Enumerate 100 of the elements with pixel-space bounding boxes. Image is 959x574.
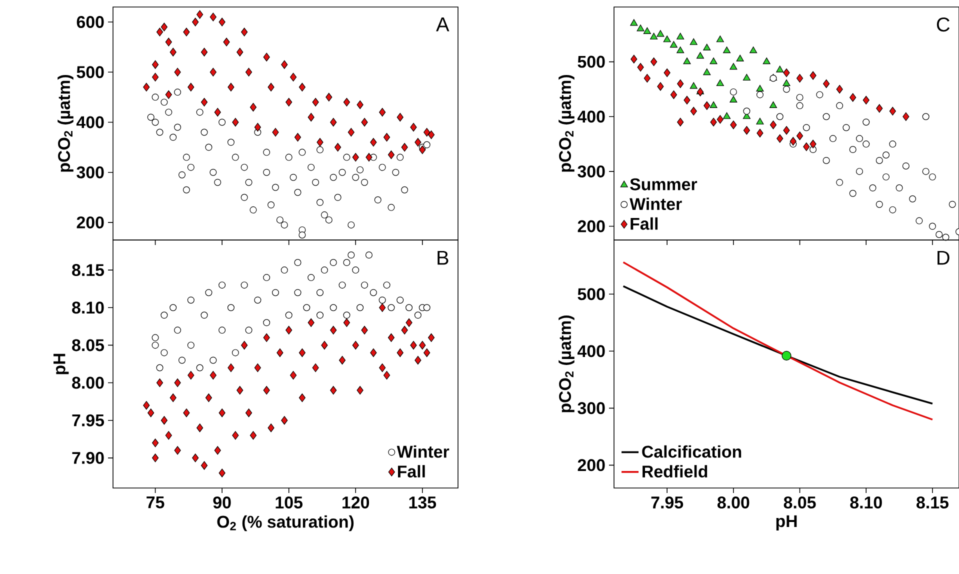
point <box>312 363 319 372</box>
point <box>677 79 684 88</box>
y-tick-label: 200 <box>76 216 104 228</box>
point <box>704 101 710 110</box>
point <box>192 454 199 462</box>
point <box>414 138 422 147</box>
point <box>783 126 790 135</box>
point <box>710 58 718 64</box>
point <box>263 386 270 395</box>
point <box>650 58 658 66</box>
point <box>770 120 777 130</box>
point <box>298 348 306 358</box>
point <box>419 340 426 350</box>
y-tick-label: 300 <box>578 165 605 178</box>
point <box>232 118 239 127</box>
line-series <box>622 285 934 405</box>
y-tick-label: 200 <box>578 459 605 472</box>
point <box>210 68 216 76</box>
point <box>776 66 784 72</box>
point <box>663 36 671 42</box>
point <box>379 108 386 117</box>
point <box>750 46 758 54</box>
point <box>298 394 306 402</box>
point <box>228 82 234 92</box>
point <box>782 79 790 86</box>
point <box>643 27 651 34</box>
point <box>200 461 208 470</box>
point <box>716 36 724 42</box>
legend-label: Winter <box>630 198 682 210</box>
point <box>762 58 770 64</box>
point <box>321 340 328 350</box>
point <box>294 132 302 142</box>
point <box>756 84 764 92</box>
point <box>343 98 350 106</box>
y-axis-title: pCO$_{2}$ (µatm) <box>558 74 574 172</box>
y-tick-label: 300 <box>76 166 104 178</box>
point <box>241 340 248 350</box>
point <box>401 326 408 334</box>
point <box>165 90 172 99</box>
point <box>334 142 342 152</box>
point <box>657 82 664 91</box>
point <box>152 438 159 448</box>
point <box>803 142 810 152</box>
point <box>196 424 204 432</box>
point <box>756 128 764 138</box>
point <box>218 408 226 418</box>
point <box>263 52 270 62</box>
point <box>703 68 711 76</box>
point <box>188 82 194 92</box>
annotation: B <box>438 250 448 265</box>
point <box>696 52 704 59</box>
point <box>281 60 288 69</box>
point <box>716 79 724 86</box>
point <box>156 28 164 36</box>
y-tick-label: 400 <box>577 345 605 358</box>
x-tick-label: 8.05 <box>784 496 816 509</box>
point <box>254 122 261 132</box>
point <box>156 378 164 388</box>
y-tick-label: 300 <box>578 402 605 414</box>
point <box>370 138 377 147</box>
point <box>630 19 638 26</box>
point <box>862 96 870 104</box>
point <box>796 74 804 83</box>
y-tick-label: 400 <box>76 116 104 128</box>
point <box>414 356 422 365</box>
point <box>245 408 252 418</box>
x-tick-label: 7.95 <box>651 496 684 509</box>
point <box>205 394 212 402</box>
point <box>756 118 764 124</box>
point <box>743 126 750 135</box>
point <box>290 370 297 380</box>
point <box>330 386 337 395</box>
point <box>776 113 784 120</box>
point <box>656 30 664 37</box>
point <box>703 44 711 50</box>
point <box>424 128 430 137</box>
point <box>690 106 697 116</box>
point <box>143 82 150 92</box>
point <box>388 150 395 160</box>
y-tick-label: 7.95 <box>72 414 104 426</box>
point <box>850 93 856 102</box>
x-tick-label: 8.10 <box>850 496 882 509</box>
point <box>338 356 346 365</box>
point <box>379 363 386 372</box>
point <box>152 60 159 69</box>
point <box>348 128 354 137</box>
point <box>723 46 731 54</box>
legend-label: Fall <box>398 465 425 478</box>
point <box>250 431 257 440</box>
point <box>424 348 430 358</box>
point <box>776 134 784 143</box>
point <box>148 408 154 418</box>
point <box>396 112 404 122</box>
point <box>889 106 896 116</box>
point <box>630 54 638 64</box>
point <box>143 401 150 410</box>
y-axis-title: pH <box>54 354 69 374</box>
point <box>423 304 430 312</box>
point <box>790 137 796 146</box>
point <box>250 102 257 112</box>
